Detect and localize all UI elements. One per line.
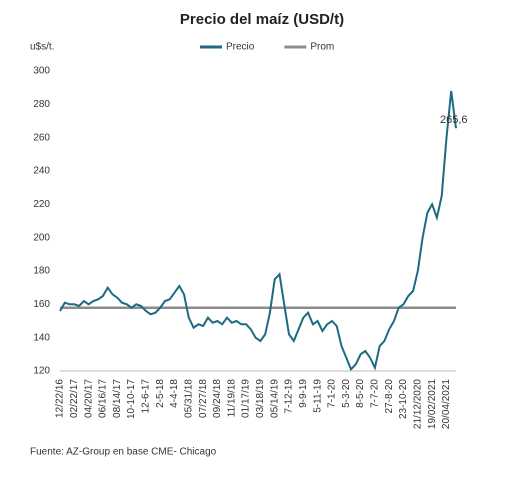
x-tick-label: 01/17/19 bbox=[241, 379, 252, 418]
y-tick-label: 200 bbox=[33, 232, 50, 243]
y-axis-label: u$s/t. bbox=[30, 42, 54, 53]
x-tick-label: 08/14/17 bbox=[112, 379, 123, 418]
x-tick-label: 4-4-18 bbox=[169, 379, 180, 408]
x-tick-label: 09/24/18 bbox=[212, 379, 223, 418]
chart-title: Precio del maíz (USD/t) bbox=[180, 11, 344, 28]
x-tick-label: 23-10-20 bbox=[398, 379, 409, 419]
x-tick-label: 5-3-20 bbox=[341, 379, 352, 408]
y-tick-label: 300 bbox=[33, 66, 50, 77]
x-tick-label: 7-12-19 bbox=[284, 379, 295, 414]
y-tick-label: 140 bbox=[33, 332, 50, 343]
x-tick-label: 07/27/18 bbox=[198, 379, 209, 418]
y-tick-label: 220 bbox=[33, 199, 50, 210]
y-tick-label: 260 bbox=[33, 132, 50, 143]
x-tick-label: 12-6-17 bbox=[141, 379, 152, 414]
x-tick-label: 8-5-20 bbox=[355, 379, 366, 408]
x-tick-label: 27-8-20 bbox=[384, 379, 395, 414]
y-tick-label: 120 bbox=[33, 366, 50, 377]
legend-label: Prom bbox=[310, 42, 334, 53]
x-tick-label: 2-5-18 bbox=[155, 379, 166, 408]
legend-label: Precio bbox=[226, 42, 255, 53]
x-tick-label: 21/12/2020 bbox=[412, 379, 423, 429]
x-tick-label: 05/14/19 bbox=[269, 379, 280, 418]
y-tick-label: 280 bbox=[33, 99, 50, 110]
x-tick-label: 9-9-19 bbox=[298, 379, 309, 408]
y-tick-label: 240 bbox=[33, 166, 50, 177]
annotation: 265,6 bbox=[440, 114, 468, 126]
source: Fuente: AZ-Group en base CME- Chicago bbox=[30, 447, 217, 458]
x-tick-label: 10-10-17 bbox=[126, 379, 137, 419]
x-tick-label: 11/19/18 bbox=[226, 379, 237, 418]
x-tick-label: 03/18/19 bbox=[255, 379, 266, 418]
x-tick-label: 20/04/2021 bbox=[441, 379, 452, 429]
series-line bbox=[59, 90, 457, 372]
x-tick-label: 7-7-20 bbox=[370, 379, 381, 408]
x-tick-label: 02/22/17 bbox=[69, 379, 80, 418]
x-tick-label: 06/16/17 bbox=[98, 379, 109, 418]
y-tick-label: 180 bbox=[33, 266, 50, 277]
x-tick-label: 12/22/16 bbox=[55, 379, 66, 418]
x-tick-label: 5-11-19 bbox=[312, 379, 323, 413]
x-tick-label: 19/02/2021 bbox=[427, 379, 438, 429]
y-tick-label: 160 bbox=[33, 299, 50, 310]
x-tick-label: 05/31/18 bbox=[183, 379, 194, 418]
x-tick-label: 04/20/17 bbox=[83, 379, 94, 418]
x-tick-label: 7-1-20 bbox=[327, 379, 338, 408]
